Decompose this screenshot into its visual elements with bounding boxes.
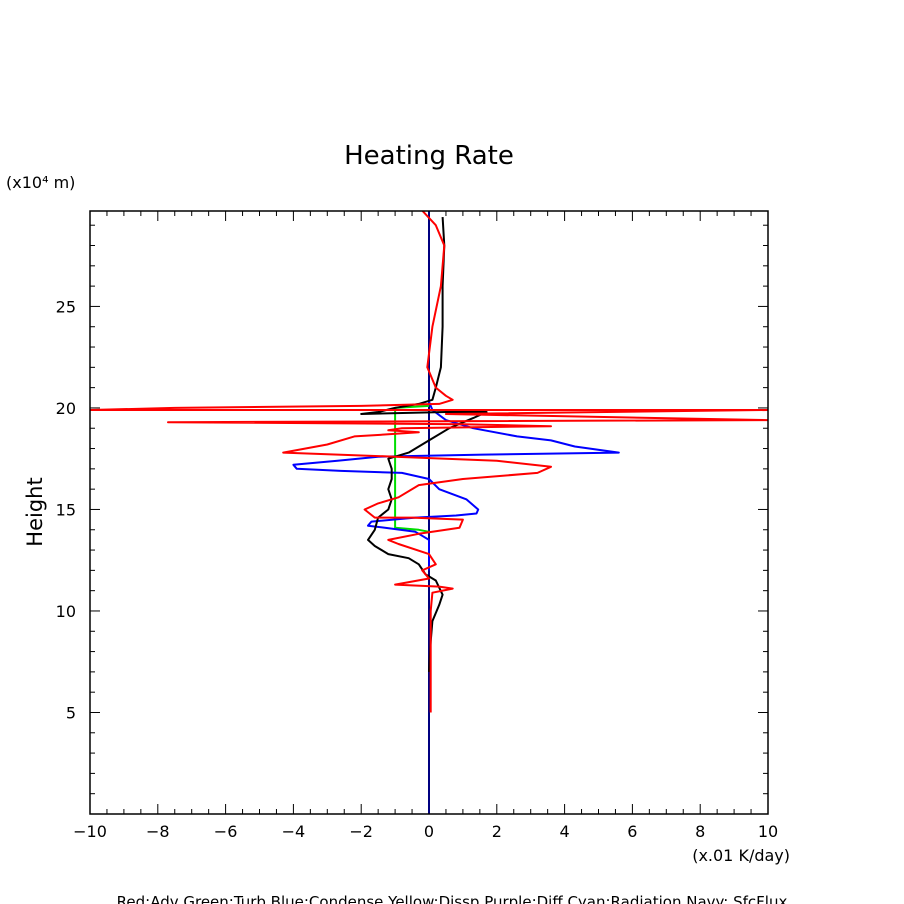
x-tick-label: −8: [146, 822, 170, 841]
y-tick-label: 25: [56, 297, 76, 316]
x-tick-label: 6: [627, 822, 637, 841]
y-tick-label: 5: [66, 703, 76, 722]
plot-frame: [89, 210, 769, 815]
tick-labels: −10 −8 −6 −4 −2 0 2 4 6 8 10 5 10 15 20 25: [56, 297, 779, 841]
x-tick-label: 4: [560, 822, 570, 841]
legend-text: Red:Adv Green:Turb Blue:Condense Yellow:…: [117, 893, 788, 904]
series-line-3: [360, 217, 488, 672]
x-tick-label: −4: [282, 822, 306, 841]
x-tick-label: −2: [349, 822, 373, 841]
x-tick-label: 10: [758, 822, 778, 841]
x-tick-label: 0: [424, 822, 434, 841]
series-lines: [90, 211, 768, 814]
y-tick-label: 15: [56, 500, 76, 519]
series-line-4: [90, 211, 768, 713]
x-tick-label: −10: [73, 822, 107, 841]
series-line-2: [292, 401, 620, 571]
y-tick-label: 20: [56, 399, 76, 418]
x-tick-label: 2: [492, 822, 502, 841]
y-tick-label: 10: [56, 602, 76, 621]
chart-title: Heating Rate: [344, 141, 514, 171]
x-tick-label: 8: [695, 822, 705, 841]
y-unit-label: (x10⁴ m): [6, 173, 75, 192]
x-unit-label: (x.01 K/day): [692, 846, 790, 865]
y-axis-label: Height: [23, 477, 47, 546]
x-tick-label: −6: [214, 822, 238, 841]
